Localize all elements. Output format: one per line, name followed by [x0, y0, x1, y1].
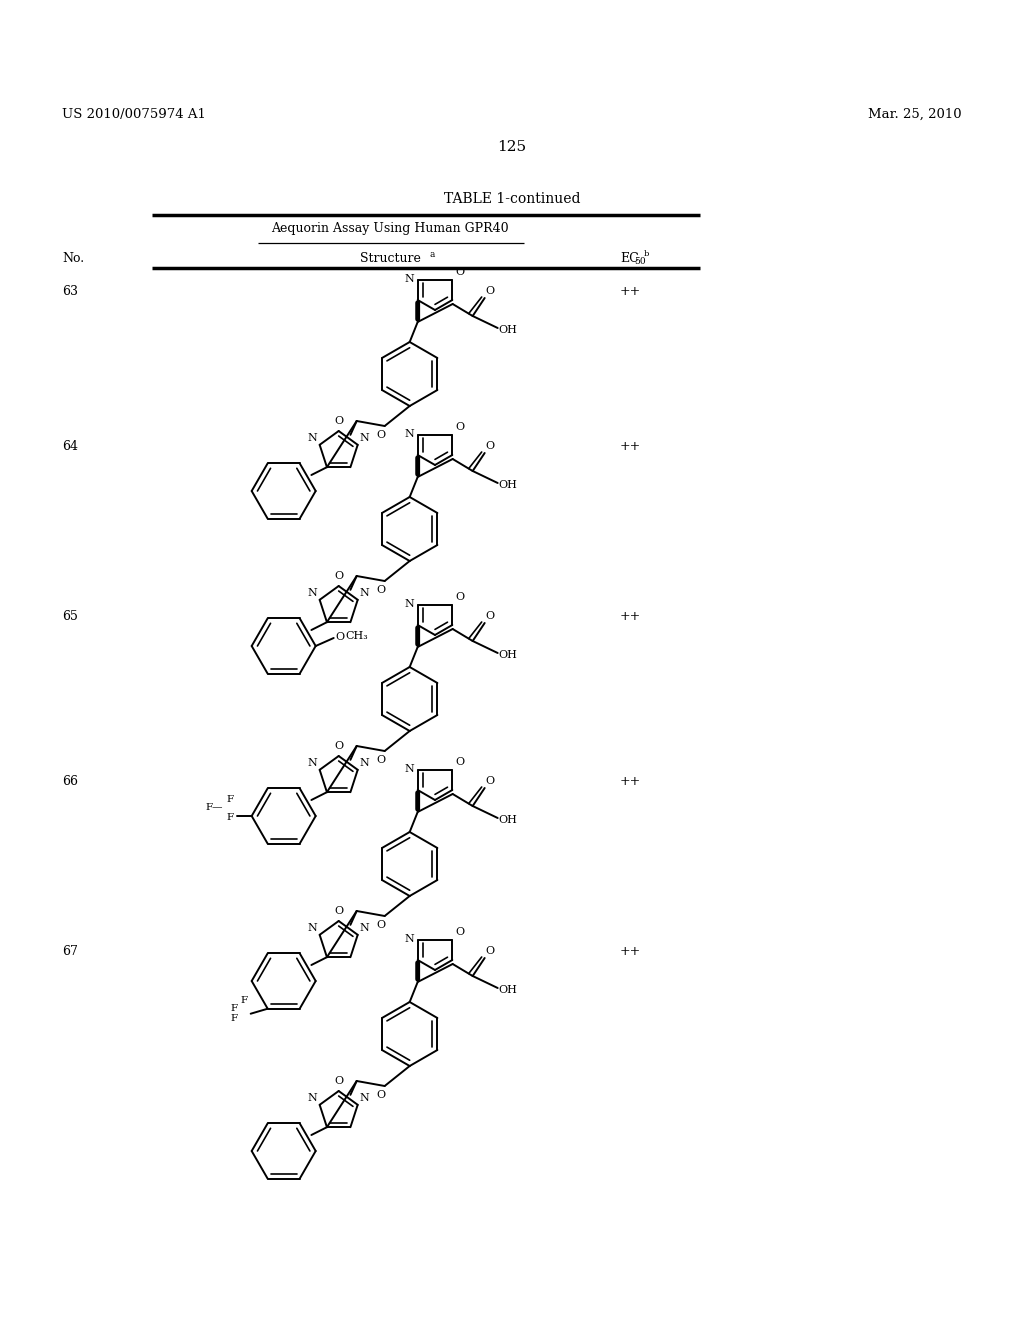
Text: F: F	[230, 1005, 238, 1014]
Text: 65: 65	[62, 610, 78, 623]
Text: N: N	[359, 587, 370, 598]
Text: O: O	[456, 927, 465, 937]
Text: N: N	[359, 758, 370, 768]
Text: O: O	[485, 776, 495, 785]
Text: O: O	[334, 572, 343, 581]
Text: 67: 67	[62, 945, 78, 958]
Text: N: N	[404, 429, 415, 440]
Text: F: F	[230, 1014, 238, 1023]
Text: EC: EC	[620, 252, 639, 265]
Text: F: F	[226, 813, 233, 822]
Text: N: N	[404, 935, 415, 944]
Text: N: N	[308, 1093, 317, 1102]
Text: O: O	[334, 741, 343, 751]
Text: ++: ++	[620, 610, 641, 623]
Text: N: N	[359, 433, 370, 442]
Text: No.: No.	[62, 252, 84, 265]
Text: O: O	[485, 441, 495, 451]
Text: N: N	[404, 275, 415, 284]
Text: N: N	[404, 599, 415, 609]
Text: ++: ++	[620, 945, 641, 958]
Text: OH: OH	[499, 480, 517, 490]
Text: a: a	[430, 249, 435, 259]
Text: CH₃: CH₃	[346, 631, 369, 642]
Text: OH: OH	[499, 325, 517, 335]
Text: F—: F—	[205, 804, 222, 813]
Text: O: O	[456, 422, 465, 432]
Text: O: O	[334, 1076, 343, 1086]
Text: ++: ++	[620, 285, 641, 298]
Text: O: O	[334, 906, 343, 916]
Text: N: N	[308, 758, 317, 768]
Text: TABLE 1-continued: TABLE 1-continued	[443, 191, 581, 206]
Text: OH: OH	[499, 649, 517, 660]
Text: O: O	[485, 946, 495, 956]
Text: 50: 50	[634, 257, 645, 267]
Text: b: b	[644, 249, 649, 257]
Text: 64: 64	[62, 440, 78, 453]
Text: O: O	[376, 1090, 385, 1100]
Text: F: F	[241, 997, 248, 1006]
Text: Aequorin Assay Using Human GPR40: Aequorin Assay Using Human GPR40	[271, 222, 509, 235]
Text: O: O	[376, 585, 385, 595]
Text: N: N	[404, 764, 415, 774]
Text: N: N	[359, 1093, 370, 1102]
Text: 66: 66	[62, 775, 78, 788]
Text: O: O	[456, 267, 465, 277]
Text: O: O	[376, 920, 385, 931]
Text: US 2010/0075974 A1: US 2010/0075974 A1	[62, 108, 206, 121]
Text: O: O	[456, 756, 465, 767]
Text: N: N	[359, 923, 370, 933]
Text: O: O	[336, 632, 345, 642]
Text: ++: ++	[620, 440, 641, 453]
Text: O: O	[334, 416, 343, 426]
Text: N: N	[308, 587, 317, 598]
Text: O: O	[456, 591, 465, 602]
Text: N: N	[308, 923, 317, 933]
Text: O: O	[485, 286, 495, 296]
Text: Mar. 25, 2010: Mar. 25, 2010	[868, 108, 962, 121]
Text: OH: OH	[499, 985, 517, 995]
Text: 125: 125	[498, 140, 526, 154]
Text: Structure: Structure	[359, 252, 421, 265]
Text: 63: 63	[62, 285, 78, 298]
Text: ++: ++	[620, 775, 641, 788]
Text: O: O	[376, 430, 385, 440]
Text: OH: OH	[499, 814, 517, 825]
Text: N: N	[308, 433, 317, 442]
Text: O: O	[485, 611, 495, 620]
Text: O: O	[376, 755, 385, 766]
Text: F: F	[226, 796, 233, 804]
